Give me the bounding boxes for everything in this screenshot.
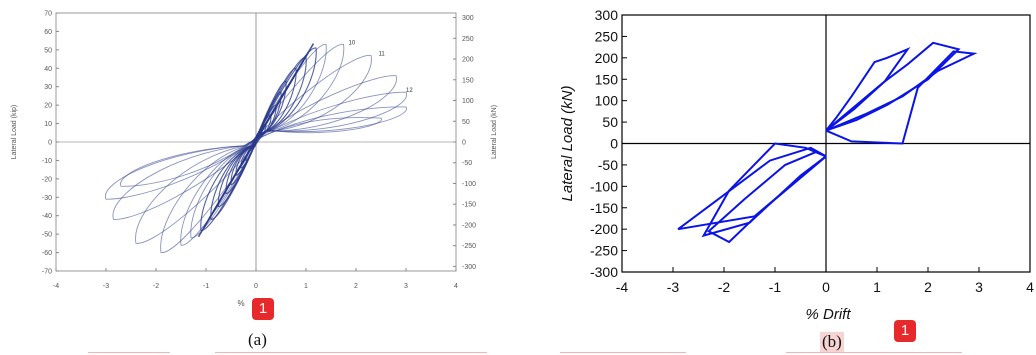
chart-a-text: 706050403020100-10-20-30-40-50-60-703002…	[11, 11, 498, 309]
x-tick-label: -1	[203, 283, 209, 290]
hysteresis-loop	[825, 50, 978, 145]
y-tick-label: 50	[602, 114, 618, 130]
y-tick-label: -150	[590, 200, 618, 216]
y-tick-label: -300	[590, 264, 618, 280]
y-tick-label: 20	[44, 103, 52, 110]
y-tick-label: -100	[590, 178, 618, 194]
x-tick-label: 0	[254, 283, 258, 290]
y-tick-label: 40	[44, 66, 52, 73]
x-tick-label: -3	[103, 283, 109, 290]
x-tick-label: -2	[153, 283, 159, 290]
hysteresis-loop	[120, 117, 382, 187]
y-tick-label: 0	[610, 136, 618, 152]
cycle-label: 11	[379, 51, 386, 57]
caption-a: (a)	[248, 330, 267, 349]
y-tick-label: -60	[42, 250, 52, 257]
hysteresis-loop	[825, 47, 911, 132]
underline-mark	[88, 352, 170, 353]
y2-axis-label: Lateral Load (kN)	[491, 105, 498, 159]
chart-a: 706050403020100-10-20-30-40-50-60-703002…	[11, 11, 498, 309]
cycle-label: 12	[406, 88, 413, 94]
y-tick-label: 50	[44, 47, 52, 54]
y-tick-label: 250	[595, 28, 619, 44]
y-tick-label: -30	[42, 195, 52, 202]
y-tick-label: -50	[42, 232, 52, 239]
underline-mark	[560, 352, 686, 353]
y2-tick-label: -100	[462, 181, 476, 188]
y2-tick-label: 150	[462, 77, 474, 84]
y-tick-label: -50	[598, 157, 618, 173]
y2-tick-label: 250	[462, 36, 474, 43]
x-tick-label: 1	[873, 279, 881, 295]
marker-badge-b: 1	[894, 320, 916, 342]
x-tick-label: 3	[404, 283, 408, 290]
y2-tick-label: -200	[462, 222, 476, 229]
hysteresis-loop	[160, 54, 372, 254]
early-cycle	[197, 43, 315, 238]
x-tick-label: -3	[667, 279, 680, 295]
y-tick-label: -200	[590, 221, 618, 237]
y2-tick-label: 100	[462, 98, 474, 105]
y2-tick-label: -50	[462, 160, 472, 167]
marker-badge-a: 1	[252, 298, 274, 320]
chart-b-text: 300250200150100500-50-100-150-200-250-30…	[559, 7, 1034, 323]
y-tick-label: 300	[595, 7, 619, 23]
x-tick-label: 1	[304, 283, 308, 290]
y-tick-label: 0	[48, 140, 52, 147]
y-tick-label: 30	[44, 84, 52, 91]
hysteresis-loop	[825, 41, 961, 132]
cycle-label: 10	[349, 40, 356, 46]
chart-b-axes	[621, 14, 1031, 273]
x-tick-label: -1	[769, 279, 782, 295]
y-tick-label: 100	[595, 93, 619, 109]
x-tick-label: 4	[454, 283, 458, 290]
x-axis-label: %	[237, 299, 244, 308]
chart-b: 300250200150100500-50-100-150-200-250-30…	[559, 7, 1034, 323]
y2-tick-label: -150	[462, 202, 476, 209]
x-tick-label: 3	[975, 279, 983, 295]
y2-tick-label: 300	[462, 15, 474, 22]
y-tick-label: 150	[595, 71, 619, 87]
x-tick-label: 2	[924, 279, 932, 295]
y-tick-label: -10	[42, 158, 52, 165]
y-tick-label: 200	[595, 50, 619, 66]
x-tick-label: 2	[354, 283, 358, 290]
y-tick-label: -70	[42, 269, 52, 276]
y-tick-label: 70	[44, 11, 52, 18]
y2-tick-label: -300	[462, 264, 476, 271]
hysteresis-loop	[180, 43, 345, 246]
x-tick-label: -2	[718, 279, 731, 295]
y2-tick-label: 0	[462, 140, 466, 147]
x-tick-label: -4	[616, 279, 629, 295]
y-tick-label: 60	[44, 29, 52, 36]
x-tick-label: 4	[1026, 279, 1034, 295]
y-tick-label: -250	[590, 243, 618, 259]
chart-a-series	[105, 43, 407, 254]
underline-mark	[786, 352, 962, 353]
caption-b: (b)	[820, 332, 844, 352]
y-axis-label: Lateral Load (kN)	[559, 86, 576, 202]
y-tick-label: -20	[42, 176, 52, 183]
x-tick-label: -4	[53, 283, 59, 290]
y2-tick-label: 200	[462, 57, 474, 64]
y-tick-label: -40	[42, 213, 52, 220]
hysteresis-loop	[677, 146, 827, 231]
hysteresis-loop	[112, 91, 407, 220]
hysteresis-loop	[701, 142, 827, 238]
underline-mark	[215, 352, 487, 353]
chart-b-series	[677, 41, 978, 244]
y-axis-label: Lateral Load (kip)	[11, 105, 18, 159]
y2-tick-label: -250	[462, 243, 476, 250]
x-tick-label: 0	[822, 279, 830, 295]
y-tick-label: 10	[44, 121, 52, 128]
hysteresis-loop	[135, 75, 397, 244]
x-axis-label: % Drift	[806, 306, 852, 323]
y2-tick-label: 50	[462, 119, 470, 126]
